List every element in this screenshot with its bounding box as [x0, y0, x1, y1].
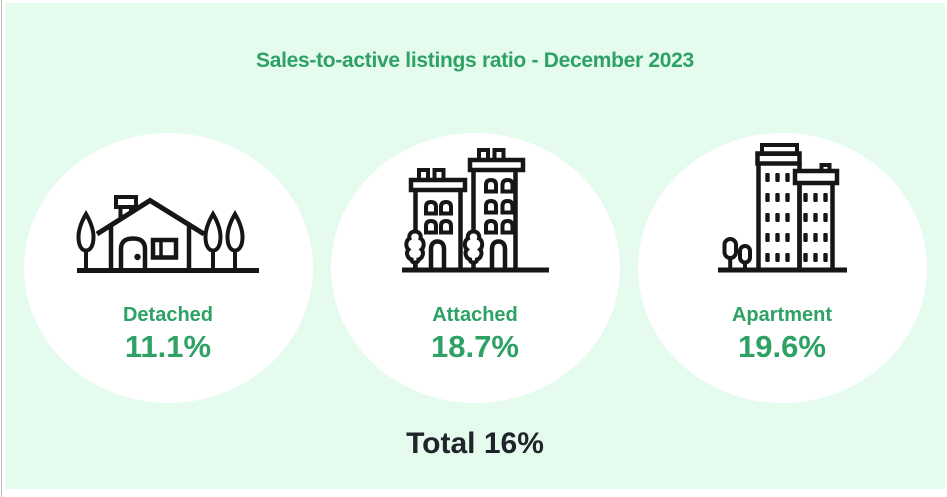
category-card-detached: Detached 11.1%	[23, 133, 313, 403]
detached-house-icon	[76, 195, 259, 273]
total-text: Total 16%	[5, 426, 945, 462]
category-card-apartment: Apartment 19.6%	[637, 133, 927, 403]
category-label: Detached	[122, 304, 214, 326]
right-tower	[792, 163, 839, 270]
category-label: Attached	[432, 304, 518, 326]
categories-row: Detached 11.1%	[5, 133, 945, 403]
total-label: Total	[406, 427, 476, 460]
roof	[95, 197, 206, 237]
category-value: 19.6%	[738, 329, 826, 364]
category-card-attached: Attached 18.7%	[330, 133, 620, 403]
left-tower-windows	[764, 173, 790, 262]
apartment-towers-icon	[717, 143, 847, 273]
apartment-icon-wrap	[715, 133, 850, 277]
total-value: 16%	[483, 427, 544, 460]
left-tower	[754, 143, 802, 270]
attached-townhouses-icon	[401, 148, 549, 273]
right-tower-windows	[802, 193, 828, 262]
trees	[722, 237, 752, 270]
attached-icon-wrap	[398, 133, 553, 277]
detached-icon-wrap	[73, 133, 263, 277]
left-edge-line	[1, 0, 2, 497]
door-knob	[134, 253, 141, 261]
trees	[403, 229, 484, 270]
category-value: 11.1%	[124, 329, 212, 364]
chart-title: Sales-to-active listings ratio - Decembe…	[256, 49, 694, 72]
right-building	[467, 148, 525, 270]
category-label: Apartment	[731, 304, 832, 326]
infographic-panel: Sales-to-active listings ratio - Decembe…	[5, 3, 945, 489]
category-value: 18.7%	[431, 329, 519, 364]
trees	[76, 210, 245, 270]
door	[118, 236, 148, 272]
window	[150, 237, 179, 260]
